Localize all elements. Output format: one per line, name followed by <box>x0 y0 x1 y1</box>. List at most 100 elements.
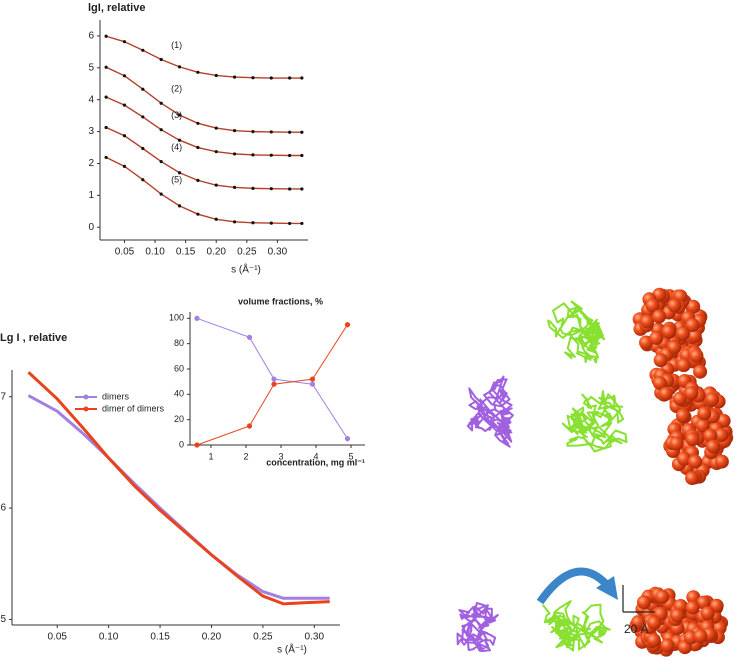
x-tick-label: 0.20 <box>207 247 227 258</box>
series-line <box>27 371 330 606</box>
data-point <box>194 442 200 448</box>
legend-marker <box>83 394 89 400</box>
atom-sphere <box>653 353 668 368</box>
data-point <box>122 134 127 138</box>
atom-sphere <box>646 633 661 648</box>
data-point <box>309 376 316 382</box>
x-tick-label: 0.30 <box>305 632 325 643</box>
curve-label: (2) <box>171 84 182 94</box>
series-line <box>105 66 302 133</box>
data-point <box>300 153 304 158</box>
structures <box>456 287 734 657</box>
atom-sphere <box>685 432 700 447</box>
x-tick-label: 0.20 <box>202 632 222 643</box>
atom-sphere <box>675 326 690 341</box>
atom-sphere <box>631 615 646 630</box>
x-tick-label: 0.15 <box>176 247 196 258</box>
data-point <box>300 76 304 80</box>
atom-sphere <box>652 376 667 391</box>
data-point <box>232 185 237 189</box>
data-point <box>194 315 200 321</box>
y-tick-label: 4 <box>88 94 94 105</box>
data-point <box>214 73 218 78</box>
atom-sphere <box>714 428 729 443</box>
data-point <box>214 183 218 187</box>
atom-sphere <box>705 392 720 407</box>
atom-sphere <box>689 348 704 363</box>
x-tick-label: 1 <box>208 451 213 461</box>
legend-marker <box>83 406 89 412</box>
data-point <box>159 57 163 62</box>
atom-sphere <box>685 471 700 486</box>
x-tick-label: 0.10 <box>99 632 119 643</box>
y-tick-label: 100 <box>169 313 184 323</box>
data-point <box>214 126 218 130</box>
atom-sphere <box>670 608 685 623</box>
x-tick-label: 0.05 <box>48 632 68 643</box>
data-point <box>251 221 255 225</box>
data-point <box>246 423 253 429</box>
data-point <box>159 192 163 196</box>
data-point <box>104 95 108 99</box>
atom-sphere <box>669 436 684 451</box>
atom-sphere <box>636 595 651 610</box>
data-point <box>214 217 218 221</box>
series-line <box>105 126 302 190</box>
arrow-head <box>596 576 618 600</box>
data-point <box>196 178 200 182</box>
curve-label: (5) <box>171 174 182 184</box>
atom-sphere <box>675 408 690 423</box>
data-point <box>122 40 127 44</box>
data-point <box>271 376 277 382</box>
y-tick-label: 0 <box>88 222 94 233</box>
data-point <box>300 221 304 226</box>
data-point <box>309 381 316 387</box>
atom-sphere <box>684 386 699 401</box>
x-tick-label: 0.15 <box>150 632 170 643</box>
y-tick-label: 0 <box>179 439 184 449</box>
atom-sphere <box>700 606 715 621</box>
series-line <box>27 394 330 600</box>
atom-sphere <box>703 428 718 443</box>
y-tick-label: 2 <box>88 158 94 169</box>
data-point <box>214 150 218 154</box>
x-tick-label: 4 <box>313 451 318 461</box>
data-point <box>288 153 292 158</box>
atom-sphere <box>667 340 682 355</box>
backbone-trace <box>466 375 514 448</box>
x-tick-label: 0.25 <box>237 247 257 258</box>
series-line <box>105 35 302 79</box>
atom-sphere <box>667 298 682 313</box>
y-tick-label: 3 <box>88 126 94 137</box>
data-point <box>269 130 273 134</box>
y-axis-label: lgI, relative <box>88 2 145 14</box>
atom-sphere <box>686 299 701 314</box>
y-tick-label: 7 <box>0 391 6 402</box>
backbone-trace <box>561 390 628 453</box>
data-point <box>271 381 277 387</box>
y-tick-label: 6 <box>0 503 6 514</box>
legend-label: dimers <box>102 391 130 401</box>
atom-sphere <box>697 406 712 421</box>
atom-sphere <box>696 595 711 610</box>
x-tick-label: 5 <box>348 451 353 461</box>
x-axis-label: s (Å⁻¹) <box>277 643 307 656</box>
x-tick-label: 3 <box>278 451 283 461</box>
data-point <box>269 221 273 225</box>
data-point <box>246 334 253 340</box>
atom-sphere <box>649 330 664 345</box>
x-axis-label: concentration, mg ml⁻¹ <box>266 457 365 467</box>
data-point <box>288 76 292 80</box>
data-point <box>288 187 292 191</box>
y-tick-label: 80 <box>174 338 184 348</box>
x-tick-label: 0.05 <box>115 247 135 258</box>
data-point <box>104 155 108 160</box>
x-tick-label: 0.10 <box>145 247 165 258</box>
backbone-trace <box>456 602 499 653</box>
curve-label: (3) <box>171 110 182 120</box>
data-point <box>251 76 255 80</box>
data-point <box>251 129 255 134</box>
data-point <box>300 187 304 191</box>
data-point <box>232 152 237 156</box>
